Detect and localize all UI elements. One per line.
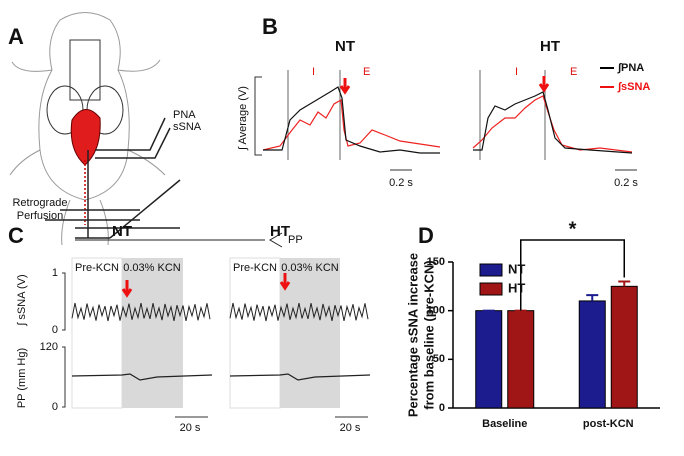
legend-label: HT — [508, 280, 525, 295]
trace-PP — [71, 373, 213, 381]
heart — [70, 109, 101, 166]
arrow — [279, 273, 291, 291]
c-axes — [62, 272, 368, 418]
instrument-lines — [45, 117, 283, 248]
trace-sSNA — [71, 302, 211, 322]
scale-bar-label: 20 s — [180, 422, 201, 434]
perfusion-label: Perfusion — [17, 210, 63, 222]
trace-sSNA — [472, 95, 633, 153]
kcn-box — [280, 258, 340, 408]
panel-title: NT — [112, 223, 132, 240]
scale-bar-label: 0.2 s — [389, 177, 413, 189]
scale-bar-label: 0.2 s — [614, 177, 638, 189]
kcn-box — [122, 258, 183, 408]
y-tick-label: 50 — [433, 353, 445, 365]
phase-label: I — [312, 66, 315, 78]
condition-label: Pre-KCN — [233, 262, 277, 274]
annotation: * — [569, 218, 577, 240]
phase-label: I — [515, 66, 518, 78]
axis-label: ∫ sSNA (V) — [16, 274, 28, 326]
tick-label: 1 — [52, 267, 58, 279]
x-tick-label: Baseline — [482, 418, 527, 430]
panel-title: NT — [335, 38, 355, 55]
bar — [578, 300, 606, 409]
legend-label: ∫sSNA — [617, 81, 650, 93]
bar — [610, 285, 638, 409]
condition-label: 0.03% KCN — [123, 262, 181, 274]
pre-box — [229, 257, 281, 409]
tick-label: 120 — [40, 341, 58, 353]
y-axis-label: from baseline (pre-KCN) — [421, 260, 436, 410]
bar — [507, 310, 535, 409]
trace-PP — [229, 373, 371, 381]
signal-label: PNA — [173, 109, 196, 121]
significance-bracket — [520, 239, 625, 311]
panel-title: HT — [540, 38, 560, 55]
x-tick-label: post-KCN — [583, 418, 634, 430]
axis-label: PP (mm Hg) — [16, 348, 28, 408]
legend-label: ∫PNA — [617, 62, 644, 74]
perfusion-label: Retrograde — [12, 197, 67, 209]
panel-label: C — [8, 223, 24, 248]
legend-swatch — [479, 263, 503, 277]
panel-label: B — [262, 14, 278, 39]
axis-label: ∫ Average (V) — [237, 86, 249, 151]
b-frame — [254, 67, 637, 171]
condition-label: Pre-KCN — [75, 262, 119, 274]
panel-label: A — [8, 24, 24, 49]
arrow — [339, 78, 351, 95]
trace-sSNA — [262, 99, 441, 151]
tick-label: 0 — [52, 401, 58, 413]
phase-label: E — [570, 66, 577, 78]
legend-label: NT — [508, 261, 525, 276]
scale-bar-label: 20 s — [340, 422, 361, 434]
y-tick-label: 0 — [439, 402, 445, 414]
arrow — [538, 76, 550, 93]
trace-sSNA — [229, 302, 369, 322]
panel-label: D — [418, 223, 434, 248]
bar-chart: 0 50 100 150 Percentage sSNA increase from ba… — [405, 218, 660, 430]
y-tick-label: 100 — [427, 305, 445, 317]
pressure-label: PP — [288, 234, 303, 246]
tick-label: 0 — [52, 324, 58, 336]
error-bar — [586, 294, 599, 301]
error-bar — [618, 280, 631, 287]
bar — [475, 310, 503, 409]
trace-PNA — [473, 91, 633, 154]
condition-label: 0.03% KCN — [281, 262, 339, 274]
legend-swatch — [479, 282, 503, 296]
y-axis-label: Percentage sSNA increase — [405, 253, 420, 417]
arrow — [121, 280, 133, 298]
signal-label: sSNA — [173, 121, 202, 133]
trace-PNA — [263, 86, 440, 154]
c-traces — [71, 302, 371, 381]
pre-box — [71, 257, 123, 409]
phase-label: E — [363, 66, 370, 78]
y-tick-label: 150 — [427, 256, 445, 268]
panel-title: HT — [270, 223, 290, 240]
